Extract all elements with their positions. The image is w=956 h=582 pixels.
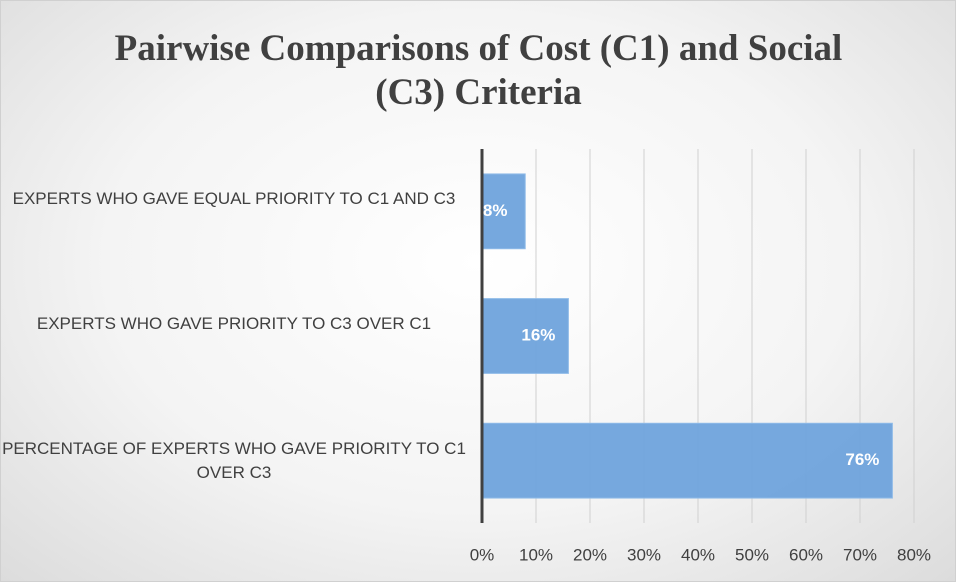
x-tick-label: 40% (681, 545, 715, 564)
y-tick-label: EXPERTS WHO GAVE EQUAL PRIORITY TO C1 AN… (12, 189, 456, 209)
data-label: 16% (521, 325, 555, 344)
x-tick-label: 20% (573, 545, 607, 564)
x-tick-label: 70% (843, 545, 877, 564)
bar (481, 298, 569, 374)
bar (481, 422, 893, 499)
x-tick-label: 0% (470, 545, 495, 564)
y-tick-label: EXPERTS WHO GAVE PRIORITY TO C3 OVER C1 (36, 314, 432, 333)
chart-title: Pairwise Comparisons of Cost (C1) and So… (114, 28, 843, 113)
data-label: 76% (845, 450, 879, 469)
x-tick-label: 50% (735, 545, 769, 564)
data-label: 8% (483, 201, 508, 220)
y-tick-label: PERCENTAGE OF EXPERTS WHO GAVE PRIORITY … (2, 438, 466, 482)
x-tick-label: 10% (519, 545, 553, 564)
x-tick-label: 60% (789, 545, 823, 564)
x-tick-label: 80% (897, 545, 931, 564)
x-tick-label: 30% (627, 545, 661, 564)
